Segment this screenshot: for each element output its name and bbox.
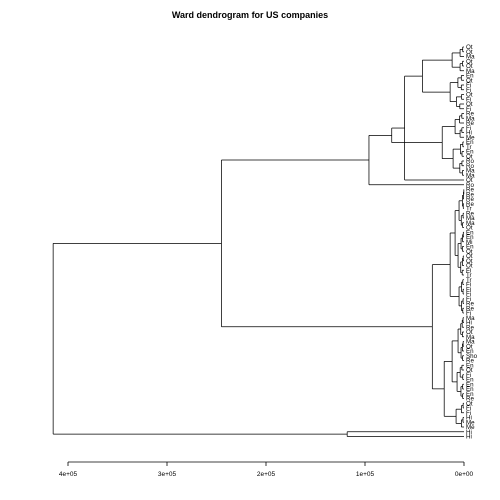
leaf-label: Re xyxy=(466,191,474,198)
leaf-label: Re xyxy=(466,111,474,118)
leaf-label: Ot xyxy=(466,177,473,184)
leaf-label: Ot xyxy=(466,263,473,270)
leaf-label: Ma xyxy=(466,315,475,322)
leaf-label: Fi xyxy=(466,410,471,417)
leaf-label: Re xyxy=(466,301,474,308)
leaf-label: Hi xyxy=(466,429,472,436)
leaf-label: Fi xyxy=(466,96,471,103)
leaf-label: Fi xyxy=(466,267,471,274)
x-axis-tick-label: 0e+00 xyxy=(455,471,474,478)
leaf-label: Fi xyxy=(466,296,471,303)
leaf-label: Re xyxy=(466,210,474,217)
leaf-label: Re xyxy=(466,187,474,194)
x-axis-tick-label: 4e+05 xyxy=(59,471,78,478)
leaf-label: Ot xyxy=(466,248,473,255)
x-axis-tick-label: 1e+05 xyxy=(356,471,375,478)
dendrogram-branches xyxy=(52,46,465,437)
leaf-label: Ma xyxy=(466,115,475,122)
leaf-label: Ot xyxy=(466,253,473,260)
chart-title: Ward dendrogram for US companies xyxy=(171,10,329,20)
leaf-label: Ro xyxy=(466,182,474,189)
leaf-label: Ma xyxy=(466,168,475,175)
leaf-label: Re xyxy=(466,396,474,403)
leaf-label: Ot xyxy=(466,49,473,56)
leaf-label: Ot xyxy=(466,58,473,65)
leaf-label: Ro xyxy=(466,158,474,165)
x-axis-tick-label: 3e+05 xyxy=(158,471,177,478)
leaf-label: Ma xyxy=(466,215,475,222)
leaf-label: Tr xyxy=(466,144,472,151)
leaf-label: Ot xyxy=(466,258,473,265)
leaf-label: Re xyxy=(466,358,474,365)
leaf-label: Fi xyxy=(466,87,471,94)
leaf-label: En xyxy=(466,149,474,156)
leaf-label: Re xyxy=(466,120,474,127)
leaf-labels: OtOtMaOtOtMaEnOtFiFiOtFiOtFiReMaReFiHiMe… xyxy=(466,44,478,441)
leaf-label: Ot xyxy=(466,343,473,350)
leaf-label: Ot xyxy=(466,367,473,374)
leaf-label: En xyxy=(466,234,474,241)
leaf-label: Tr xyxy=(466,277,472,284)
x-axis: 4e+05 3e+05 2e+05 1e+05 0e+00 xyxy=(59,461,474,478)
leaf-label: Ot xyxy=(466,153,473,160)
leaf-label: Mi xyxy=(466,239,473,246)
leaf-label: En xyxy=(466,244,474,251)
leaf-label: Ro xyxy=(466,163,474,170)
leaf-label: Fi xyxy=(466,106,471,113)
leaf-label: Fi xyxy=(466,82,471,89)
leaf-label: Hi xyxy=(466,130,472,137)
leaf-label: Ot xyxy=(466,400,473,407)
leaf-label: En xyxy=(466,139,474,146)
leaf-label: Ma xyxy=(466,68,475,75)
leaf-label: Ot xyxy=(466,92,473,99)
leaf-label: Fi xyxy=(466,282,471,289)
leaf-label: Ma xyxy=(466,334,475,341)
x-axis-tick-label: 2e+05 xyxy=(257,471,276,478)
leaf-label: Tr xyxy=(466,272,472,279)
leaf-label: Ot xyxy=(466,77,473,84)
leaf-label: Me xyxy=(466,419,475,426)
leaf-label: En xyxy=(466,381,474,388)
leaf-label: Hi xyxy=(466,415,472,422)
leaf-label: Ma xyxy=(466,339,475,346)
leaf-label: Re xyxy=(466,305,474,312)
leaf-label: En xyxy=(466,73,474,80)
leaf-label: Sho xyxy=(466,353,478,360)
leaf-label: Fi xyxy=(466,310,471,317)
leaf-label: Ma xyxy=(466,172,475,179)
leaf-label: Fi xyxy=(466,291,471,298)
leaf-label: Ma xyxy=(466,54,475,61)
leaf-label: Ma xyxy=(466,220,475,227)
leaf-label: Fi xyxy=(466,286,471,293)
leaf-label: Fi xyxy=(466,372,471,379)
leaf-label: En xyxy=(466,348,474,355)
leaf-label: Me xyxy=(466,134,475,141)
leaf-label: Ot xyxy=(466,44,473,51)
leaf-label: En xyxy=(466,386,474,393)
leaf-label: En xyxy=(466,391,474,398)
leaf-label: Ot xyxy=(466,63,473,70)
leaf-label: Hi xyxy=(466,434,472,441)
leaf-label: Hi xyxy=(466,320,472,327)
leaf-label: Ot xyxy=(466,101,473,108)
leaf-label: Re xyxy=(466,201,474,208)
leaf-label: Re xyxy=(466,324,474,331)
leaf-label: Tr xyxy=(466,206,472,213)
leaf-label: En xyxy=(466,229,474,236)
leaf-label: Me xyxy=(466,424,475,431)
leaf-label: Ot xyxy=(466,225,473,232)
leaf-label: En xyxy=(466,362,474,369)
leaf-label: En xyxy=(466,377,474,384)
leaf-label: Ot xyxy=(466,329,473,336)
leaf-label: Fi xyxy=(466,125,471,132)
leaf-label: Fi xyxy=(466,405,471,412)
leaf-label: Re xyxy=(466,196,474,203)
